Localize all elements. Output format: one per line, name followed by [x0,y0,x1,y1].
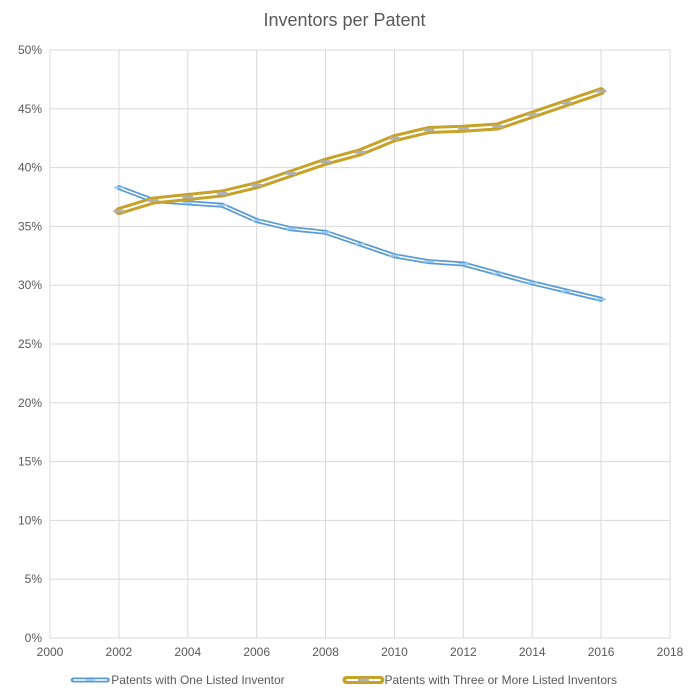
y-tick-label: 0% [25,631,43,645]
y-tick-label: 30% [18,278,42,292]
x-tick-label: 2000 [37,645,64,659]
y-tick-label: 35% [18,219,42,233]
y-tick-label: 45% [18,102,42,116]
chart-title: Inventors per Patent [0,10,689,31]
y-tick-label: 20% [18,396,42,410]
x-tick-label: 2012 [450,645,477,659]
x-tick-label: 2004 [174,645,201,659]
y-tick-label: 5% [25,572,43,586]
y-tick-label: 40% [18,161,42,175]
x-tick-label: 2010 [381,645,408,659]
line-chart: 0% 5% 10% 15% 20% 25% 30% 35% 40% 45% 50% 2000 2002 2… [0,0,689,690]
x-tick-label: 2018 [657,645,684,659]
x-tick-label: 2016 [588,645,615,659]
y-tick-label: 15% [18,455,42,469]
x-tick-label: 2006 [243,645,270,659]
chart-container: Inventors per Patent 0% 5% 10% 15% 20% 25% 30%… [0,0,689,690]
legend-label: Patents with One Listed Inventor [111,673,284,687]
legend-label: Patents with Three or More Listed Invent… [384,673,617,687]
y-tick-label: 50% [18,43,42,57]
x-tick-label: 2014 [519,645,546,659]
y-tick-label: 10% [18,513,42,527]
x-tick-label: 2002 [106,645,133,659]
y-tick-label: 25% [18,337,42,351]
x-tick-label: 2008 [312,645,339,659]
